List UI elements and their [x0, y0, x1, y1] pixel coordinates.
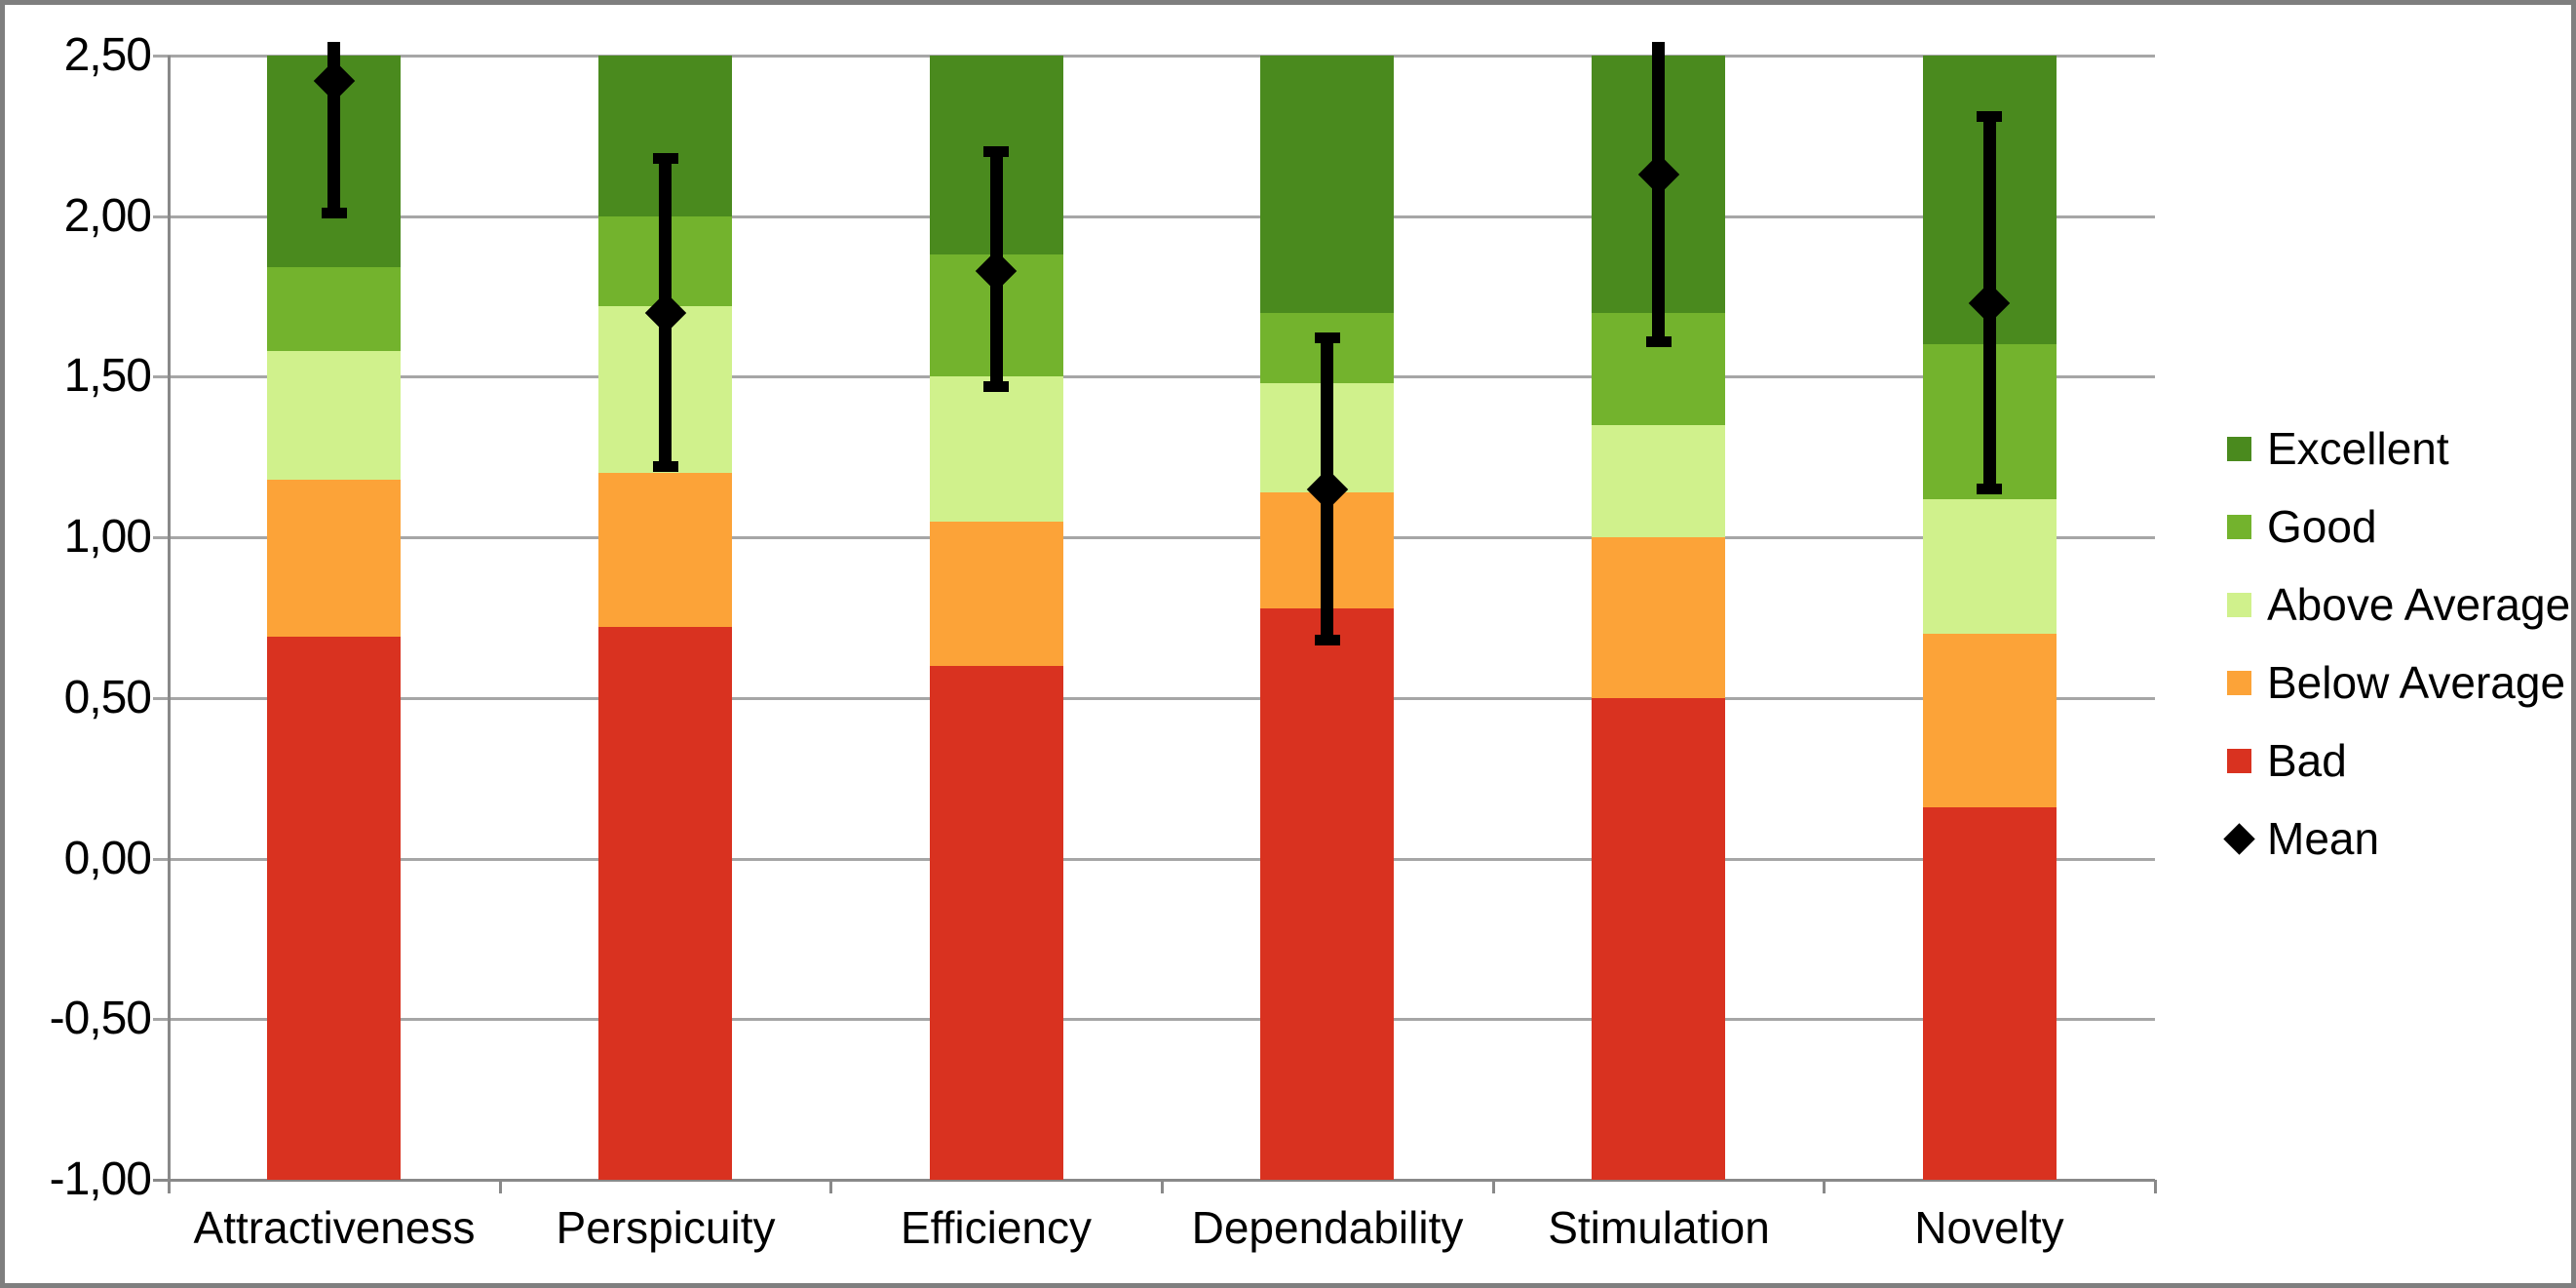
legend-label: Good — [2267, 501, 2377, 552]
legend: Excellent Good Above Average Below Average B… — [2223, 410, 2570, 878]
bar-segment-bad — [267, 637, 401, 1180]
x-axis-tick — [1823, 1180, 1826, 1193]
category-label-dependability: Dependability — [1191, 1202, 1464, 1253]
bar-segment-bad — [1592, 697, 1725, 1180]
legend-swatch-good — [2227, 514, 2251, 539]
y-axis-line — [168, 56, 171, 1193]
error-bar-cap-low — [1977, 484, 2002, 494]
bar-segment-above-average — [1923, 498, 2057, 634]
legend-item-mean: Mean — [2223, 800, 2570, 878]
error-bar-cap-low — [653, 461, 678, 472]
error-bar-cap-high — [983, 146, 1009, 157]
legend-label: Below Average — [2267, 657, 2566, 708]
legend-item-above-average: Above Average — [2227, 566, 2570, 644]
y-tick-label: -1,00 — [49, 1153, 152, 1205]
x-axis-line — [153, 1179, 2155, 1182]
error-bar-cap-low — [1646, 336, 1672, 347]
gridline — [153, 697, 2155, 700]
bar-segment-below-average — [598, 473, 732, 628]
y-tick-label: 0,50 — [63, 672, 152, 723]
bar-segment-above-average — [1592, 424, 1725, 538]
y-tick-label: 2,50 — [63, 29, 152, 81]
category-label-novelty: Novelty — [1914, 1202, 2064, 1253]
bar-segment-below-average — [267, 479, 401, 638]
legend-swatch-excellent — [2227, 436, 2251, 461]
legend-item-excellent: Excellent — [2227, 410, 2570, 488]
y-tick-label: 1,50 — [63, 350, 152, 402]
x-axis-tick — [1492, 1180, 1495, 1193]
gridline — [153, 55, 2155, 58]
bar-segment-good — [267, 267, 401, 352]
legend-label: Mean — [2267, 813, 2380, 864]
error-bar-cap-low — [322, 208, 347, 218]
error-bar-cap-low — [983, 381, 1009, 392]
legend-label: Bad — [2267, 735, 2347, 786]
bar-segment-above-average — [930, 376, 1063, 522]
error-bar-cap-high — [1315, 332, 1340, 343]
gridline — [153, 536, 2155, 539]
bar-segment-bad — [598, 627, 732, 1180]
error-bar-cap-high — [653, 153, 678, 164]
bar-segment-below-average — [1592, 537, 1725, 698]
bar-segment-bad — [1923, 806, 2057, 1180]
bar-segment-bad — [930, 665, 1063, 1180]
plot-area — [169, 42, 2155, 1180]
bar-segment-bad — [1260, 607, 1394, 1180]
category-label-efficiency: Efficiency — [900, 1202, 1093, 1253]
legend-item-bad: Bad — [2227, 722, 2570, 800]
y-tick-label: 2,00 — [63, 190, 152, 242]
x-axis-tick — [829, 1180, 832, 1193]
error-bar-cap-low — [1315, 635, 1340, 645]
category-label-attractiveness: Attractiveness — [193, 1202, 476, 1253]
mean-diamond-icon — [2223, 822, 2255, 855]
bar-segment-excellent — [1260, 56, 1394, 313]
y-tick-label: 0,00 — [63, 833, 152, 884]
legend-label: Excellent — [2267, 423, 2449, 474]
gridline — [153, 858, 2155, 861]
legend-swatch-above-average — [2227, 592, 2251, 617]
bar-segment-above-average — [267, 351, 401, 480]
gridline — [153, 375, 2155, 378]
legend-swatch-bad — [2227, 748, 2251, 773]
gridline — [153, 215, 2155, 218]
y-tick-label: 1,00 — [63, 511, 152, 563]
gridline — [153, 1018, 2155, 1021]
category-label-perspicuity: Perspicuity — [556, 1202, 776, 1253]
bar-segment-below-average — [930, 521, 1063, 666]
legend-mean-marker-box — [2223, 822, 2255, 855]
legend-label: Above Average — [2267, 579, 2571, 630]
legend-item-below-average: Below Average — [2227, 644, 2570, 722]
legend-swatch-below-average — [2227, 670, 2251, 695]
x-axis-tick — [1161, 1180, 1164, 1193]
legend-item-good: Good — [2227, 488, 2570, 566]
y-tick-label: -0,50 — [49, 993, 152, 1044]
x-axis-tick — [2154, 1180, 2157, 1193]
x-axis-tick — [168, 1180, 171, 1193]
bar-segment-below-average — [1923, 633, 2057, 807]
error-bar-cap-high — [1977, 111, 2002, 122]
category-label-stimulation: Stimulation — [1548, 1202, 1770, 1253]
x-axis-tick — [499, 1180, 502, 1193]
